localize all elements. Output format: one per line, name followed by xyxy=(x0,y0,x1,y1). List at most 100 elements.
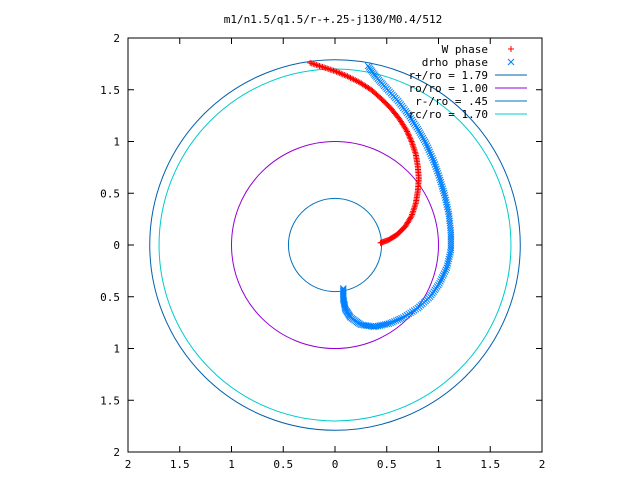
data-point xyxy=(438,180,445,188)
data-point xyxy=(311,61,318,68)
y-tick-label: 2 xyxy=(113,446,120,459)
y-tick-label: 1.5 xyxy=(100,84,120,97)
data-point xyxy=(440,187,447,195)
data-point xyxy=(324,65,331,72)
legend-marker xyxy=(508,46,514,52)
data-point xyxy=(416,129,424,137)
data-point xyxy=(325,66,332,73)
data-point xyxy=(387,319,394,327)
x-tick-label: 1 xyxy=(228,458,235,471)
data-point xyxy=(428,152,435,160)
data-point xyxy=(431,161,439,168)
legend-label: r+/ro = 1.79 xyxy=(409,69,488,82)
y-tick-label: 1.5 xyxy=(100,394,120,407)
data-point xyxy=(410,143,417,150)
legend-label: ro/ro = 1.00 xyxy=(409,82,488,95)
data-point xyxy=(437,278,444,285)
data-point xyxy=(425,146,433,154)
circle-r-ring xyxy=(287,197,383,293)
data-point xyxy=(412,202,419,209)
data-point xyxy=(313,61,320,68)
data-point xyxy=(438,183,446,190)
data-point xyxy=(383,320,391,328)
data-point xyxy=(341,303,349,310)
x-tick-label: 1.5 xyxy=(480,458,500,471)
data-point xyxy=(434,169,442,177)
data-point xyxy=(422,140,430,147)
data-point xyxy=(411,147,418,154)
data-point xyxy=(433,167,441,175)
data-point xyxy=(419,134,427,142)
x-tick-label: 2 xyxy=(125,458,132,471)
data-point xyxy=(410,208,417,215)
data-series xyxy=(307,59,455,331)
data-point xyxy=(421,138,429,146)
circle-r-ring xyxy=(149,59,521,431)
data-point xyxy=(436,279,443,287)
data-point xyxy=(429,154,436,162)
data-point xyxy=(435,172,443,179)
x-tick-label: 0.5 xyxy=(273,458,293,471)
data-point xyxy=(398,314,405,322)
data-point xyxy=(424,144,432,152)
y-tick-label: 0.5 xyxy=(100,291,120,304)
data-point xyxy=(439,185,447,193)
data-point xyxy=(392,317,400,324)
data-point xyxy=(420,136,428,144)
data-point xyxy=(412,149,419,156)
data-point xyxy=(429,156,437,164)
data-point xyxy=(406,132,413,139)
data-point xyxy=(415,127,423,135)
y-tick-label: 2 xyxy=(113,32,120,45)
data-point xyxy=(440,270,448,277)
data-point xyxy=(405,131,412,138)
data-point xyxy=(407,214,414,221)
data-point xyxy=(441,268,449,276)
data-point xyxy=(307,59,314,66)
legend-label: drho phase xyxy=(422,56,488,69)
data-point xyxy=(437,276,445,283)
data-point xyxy=(411,205,418,212)
data-point xyxy=(441,191,449,199)
data-point xyxy=(412,150,419,157)
data-point xyxy=(426,148,434,156)
chart-title: m1/n1.5/q1.5/r-+.25-j130/M0.4/512 xyxy=(224,13,443,26)
data-point xyxy=(417,131,425,138)
y-tick-label: 0.5 xyxy=(100,187,120,200)
legend-label: r-/ro = .45 xyxy=(415,95,488,108)
data-point xyxy=(436,174,443,182)
data-point xyxy=(389,318,396,326)
data-point xyxy=(396,315,404,323)
data-point xyxy=(442,266,450,274)
y-tick-label: 0 xyxy=(113,239,120,252)
y-tick-label: 1 xyxy=(113,136,120,149)
legend-label: W phase xyxy=(442,43,488,56)
drho-phase-series xyxy=(339,62,455,331)
data-point xyxy=(407,135,414,142)
data-point xyxy=(432,163,440,171)
data-point xyxy=(411,146,418,153)
legend-label: rc/ro = 1.70 xyxy=(409,108,488,121)
data-point xyxy=(411,203,418,210)
data-point xyxy=(407,137,414,144)
x-tick-label: 1.5 xyxy=(170,458,190,471)
circle-rc-ring xyxy=(158,68,512,422)
data-point xyxy=(404,129,411,136)
data-point xyxy=(418,132,426,140)
data-point xyxy=(341,304,349,312)
data-point xyxy=(410,206,417,213)
data-point xyxy=(440,189,448,197)
data-point xyxy=(327,66,334,73)
legend-marker xyxy=(507,58,515,66)
data-point xyxy=(316,62,323,69)
data-point xyxy=(390,317,398,325)
data-point xyxy=(364,62,372,70)
x-tick-label: 0 xyxy=(332,458,339,471)
data-point xyxy=(423,142,431,149)
x-tick-label: 2 xyxy=(539,458,546,471)
data-point xyxy=(314,62,321,69)
data-point xyxy=(408,138,415,145)
data-point xyxy=(437,178,445,186)
